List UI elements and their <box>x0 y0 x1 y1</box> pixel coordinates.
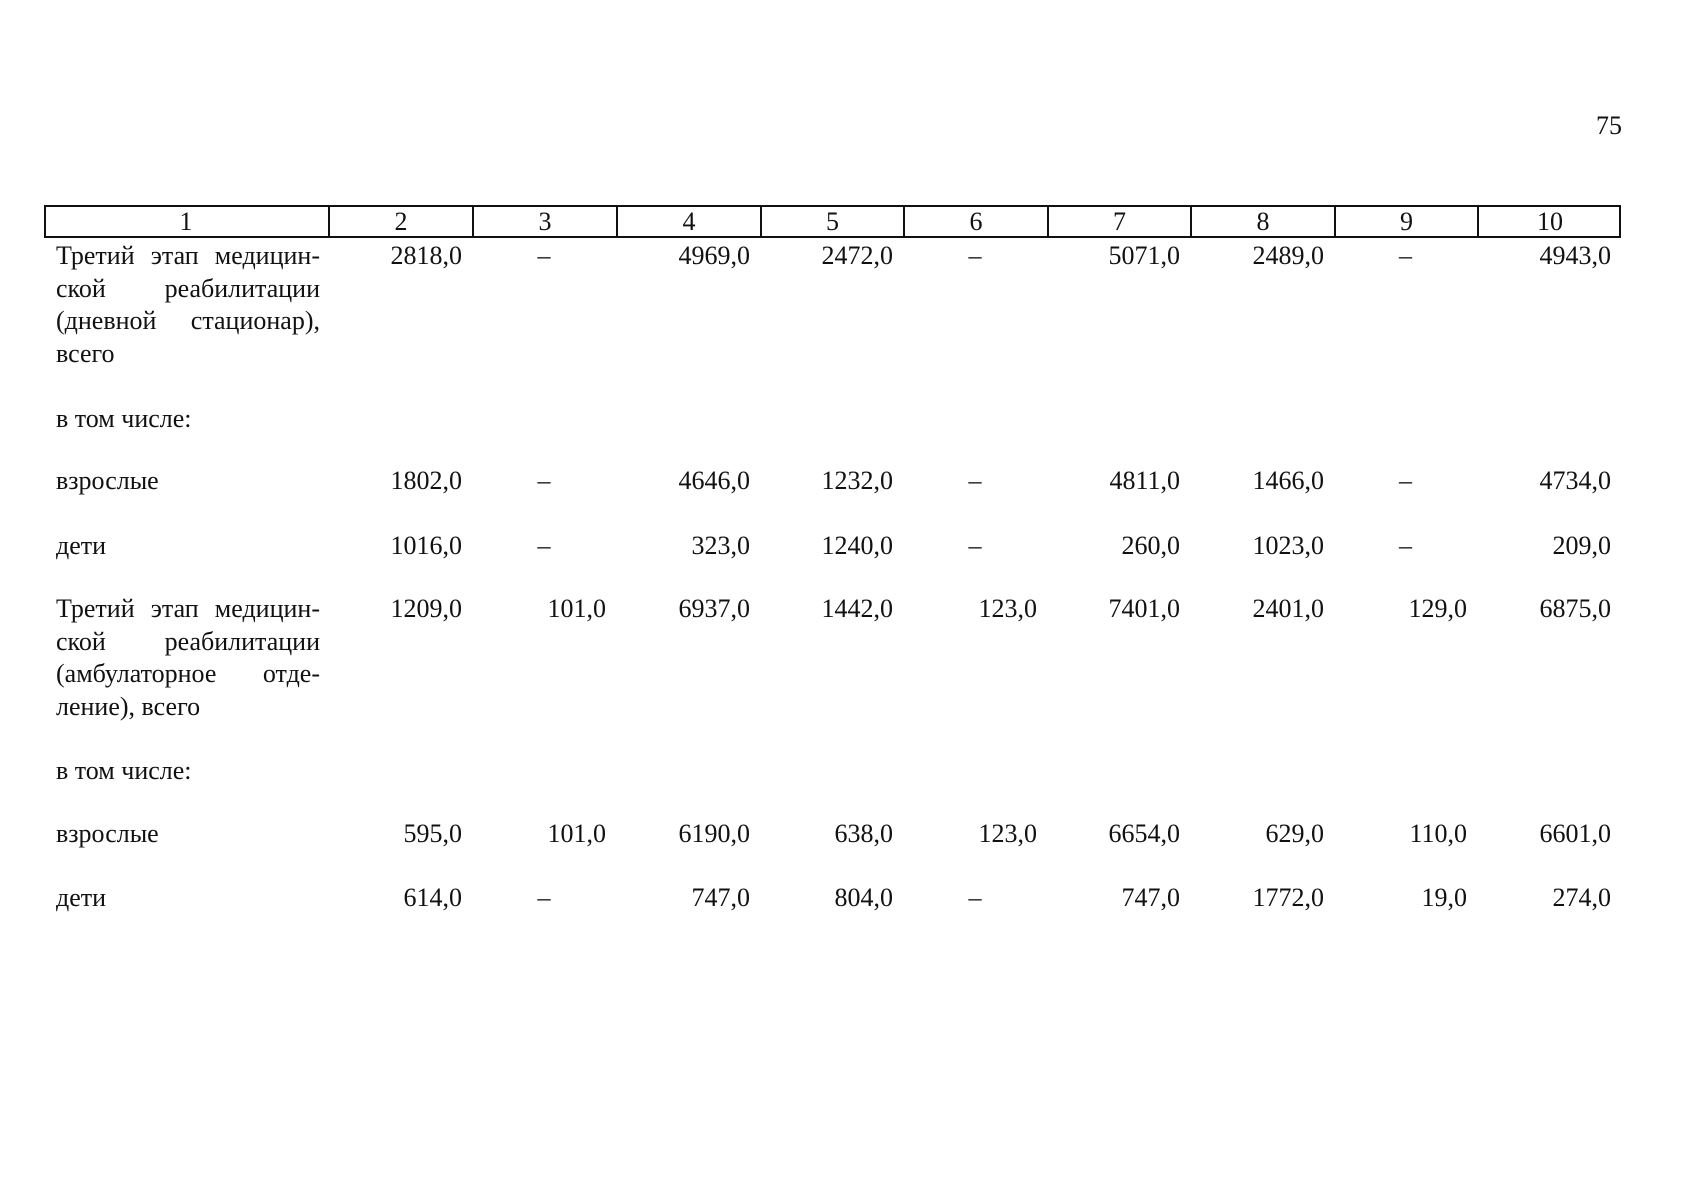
cell-value: – <box>537 241 551 270</box>
row-label: дети <box>56 531 107 560</box>
header-cell: 8 <box>1190 205 1334 238</box>
cell-value: – <box>537 531 551 560</box>
cell-value: 6875,0 <box>1539 594 1612 623</box>
cell-value: 110,0 <box>1409 819 1467 848</box>
cell-value: 209,0 <box>1552 531 1612 560</box>
header-cell: 10 <box>1477 205 1621 238</box>
cell-value: 323,0 <box>691 531 751 560</box>
cell-value: 6601,0 <box>1539 819 1612 848</box>
cell-value: 123,0 <box>978 594 1038 623</box>
page-number: 75 <box>1596 111 1622 140</box>
cell-value: 804,0 <box>834 883 894 912</box>
cell-value: 1240,0 <box>821 531 894 560</box>
row-label: (дневной стационар), <box>56 306 320 335</box>
row-label: Третий этап медицин- <box>56 594 320 623</box>
header-cell: 7 <box>1047 205 1190 238</box>
row-label: взрослые <box>56 819 159 848</box>
cell-value: 129,0 <box>1408 594 1468 623</box>
row-label: ской реабилитации <box>56 273 320 303</box>
cell-value: 1232,0 <box>821 466 894 495</box>
row-label: дети <box>56 883 107 912</box>
cell-value: 7401,0 <box>1108 594 1181 623</box>
cell-value: 1772,0 <box>1252 883 1325 912</box>
cell-value: – <box>537 466 551 495</box>
header-cell: 9 <box>1334 205 1477 238</box>
cell-value: 4969,0 <box>678 241 751 270</box>
cell-value: 1442,0 <box>821 594 894 623</box>
cell-value: 1016,0 <box>390 531 463 560</box>
row-label: ской реабилитации <box>56 626 320 656</box>
cell-value: 1209,0 <box>390 594 463 623</box>
cell-value: 747,0 <box>1121 883 1181 912</box>
row-label: в том числе: <box>56 404 192 433</box>
cell-value: – <box>968 531 982 560</box>
cell-value: – <box>1399 531 1412 560</box>
cell-value: 629,0 <box>1265 819 1325 848</box>
cell-value: 5071,0 <box>1108 241 1181 270</box>
cell-value: 4646,0 <box>678 466 751 495</box>
cell-value: 101,0 <box>547 594 607 623</box>
cell-value: 2818,0 <box>390 241 463 270</box>
cell-value: 614,0 <box>403 883 463 912</box>
header-cell: 4 <box>616 205 760 238</box>
cell-value: 6654,0 <box>1108 819 1181 848</box>
cell-value: – <box>1399 241 1412 270</box>
cell-value: 595,0 <box>403 819 463 848</box>
cell-value: 1802,0 <box>390 466 463 495</box>
cell-value: 2489,0 <box>1252 241 1325 270</box>
cell-value: 6937,0 <box>678 594 751 623</box>
header-cell: 1 <box>179 207 193 236</box>
cell-value: 638,0 <box>834 819 894 848</box>
cell-value: 19,0 <box>1421 883 1468 912</box>
cell-value: 4811,0 <box>1109 466 1180 495</box>
cell-value: 260,0 <box>1121 531 1181 560</box>
cell-value: – <box>537 883 551 912</box>
cell-value: 123,0 <box>978 819 1038 848</box>
header-row <box>44 205 1621 238</box>
cell-value: 274,0 <box>1552 883 1612 912</box>
cell-value: 747,0 <box>691 883 751 912</box>
header-cell: 2 <box>328 205 472 238</box>
cell-value: 4943,0 <box>1539 241 1612 270</box>
row-label: (амбулаторное отде- <box>56 659 320 688</box>
cell-value: 4734,0 <box>1539 466 1612 495</box>
cell-value: – <box>1399 466 1412 495</box>
header-cell: 6 <box>903 205 1047 238</box>
cell-value: – <box>968 241 982 270</box>
cell-value: – <box>968 883 982 912</box>
cell-value: – <box>968 466 982 495</box>
cell-value: 1023,0 <box>1252 531 1325 560</box>
row-label: Третий этап медицин- <box>56 241 320 270</box>
row-label: в том числе: <box>56 756 192 785</box>
cell-value: 6190,0 <box>678 819 751 848</box>
cell-value: 2472,0 <box>821 241 894 270</box>
cell-value: 1466,0 <box>1252 466 1325 495</box>
cell-value: 101,0 <box>547 819 607 848</box>
row-label: всего <box>56 338 115 368</box>
cell-value: 2401,0 <box>1252 594 1325 623</box>
row-label: ление), всего <box>56 691 201 721</box>
header-cell: 3 <box>472 205 616 238</box>
row-label: взрослые <box>56 466 159 495</box>
header-cell: 5 <box>760 205 903 238</box>
